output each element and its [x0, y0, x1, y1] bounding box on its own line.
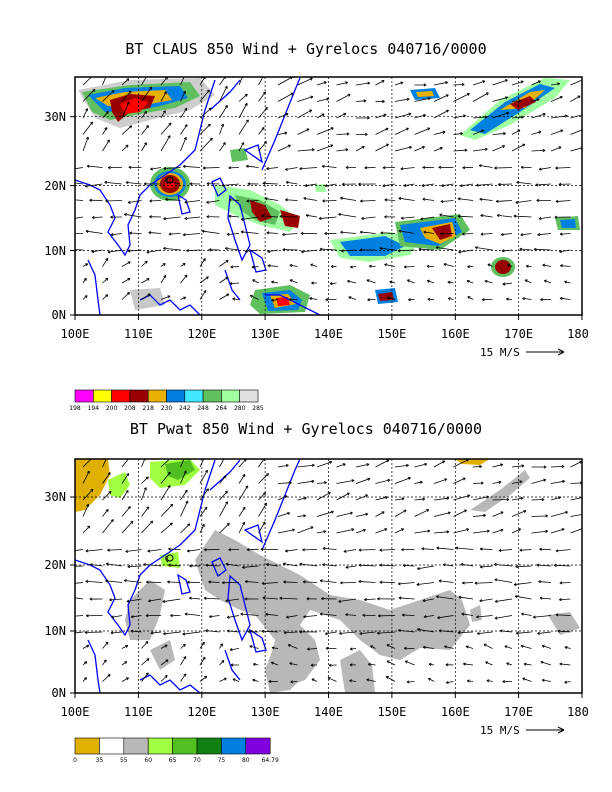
bottom-colorbar-swatch	[196, 737, 222, 755]
bottom-x-tick-160e: 160E	[441, 705, 470, 719]
bottom-x-tick-120e: 120E	[187, 705, 216, 719]
bottom-x-tick-110e: 110E	[124, 705, 153, 719]
bottom-storm-symbol	[165, 554, 174, 563]
bottom-y-tick-0n: 0N	[52, 686, 66, 700]
top-ref-vector-arrow	[526, 348, 565, 356]
top-colorbar-label: 194	[88, 405, 100, 412]
top-x-tick-150e: 150E	[377, 327, 406, 341]
bottom-x-tick-100e: 100E	[61, 705, 90, 719]
bottom-y-tick-30n: 30N	[44, 490, 66, 504]
top-colorbar-swatch	[184, 389, 204, 403]
bottom-ref-vector-label: 15 M/S	[480, 724, 520, 737]
top-colorbar-label: 218	[142, 405, 154, 412]
bottom-colorbar-label: 0	[73, 757, 77, 764]
bottom-colorbar-label: 35	[96, 757, 104, 764]
top-colorbar-swatch	[129, 389, 149, 403]
top-colorbar-swatch	[221, 389, 240, 403]
top-y-tick-10n: 10N	[44, 244, 66, 258]
bottom-wind-vectors	[75, 459, 582, 684]
bottom-y-tick-10n: 10N	[44, 624, 66, 638]
bottom-colorbar-label: 64.79	[262, 757, 279, 764]
top-colorbar-label: 285	[252, 405, 264, 412]
top-cloud-field	[78, 78, 580, 314]
top-ticks	[70, 116, 583, 320]
bottom-colorbar-swatch	[172, 737, 198, 755]
top-colorbar-label: 198	[69, 405, 81, 412]
top-colorbar-label: 230	[161, 405, 173, 412]
bottom-y-tick-20n: 20N	[44, 558, 66, 572]
bottom-colorbar-label: 70	[193, 757, 201, 764]
top-y-tick-0n: 0N	[52, 308, 66, 322]
top-colorbar-label: 242	[179, 405, 191, 412]
bottom-colorbar-label: 55	[120, 757, 128, 764]
panel-bottom-title: BT Pwat 850 Wind + Gyrelocs 040716/0000	[129, 420, 483, 438]
bottom-x-tick-180: 180	[567, 705, 589, 719]
bottom-colorbar-swatch	[221, 737, 247, 755]
bottom-colorbar-swatch	[99, 737, 125, 755]
bottom-colorbar-swatch	[147, 737, 173, 755]
bottom-colorbar: 0 35 55 60 65 70 75 80 64.79	[73, 737, 279, 764]
bottom-colorbar-swatch	[123, 737, 149, 755]
top-x-tick-120e: 120E	[187, 327, 216, 341]
top-x-tick-170e: 170E	[504, 327, 533, 341]
bottom-colorbar-label: 80	[242, 757, 250, 764]
top-colorbar-swatch	[93, 389, 112, 403]
top-x-tick-100e: 100E	[61, 327, 90, 341]
bottom-x-tick-130e: 130E	[251, 705, 280, 719]
bottom-map-panel: 30N 20N 10N 0N 100E 110E 120E 130E 140E …	[44, 458, 589, 737]
bottom-x-tick-170e: 170E	[504, 705, 533, 719]
top-x-tick-160e: 160E	[441, 327, 470, 341]
top-x-tick-110e: 110E	[124, 327, 153, 341]
top-ref-vector-label: 15 M/S	[480, 346, 520, 359]
top-colorbar-swatch	[239, 389, 259, 403]
bottom-x-tick-140e: 140E	[314, 705, 343, 719]
top-colorbar-swatch	[202, 389, 222, 403]
bottom-ticks	[70, 496, 583, 698]
top-colorbar-swatch	[74, 389, 94, 403]
top-colorbar-label: 280	[234, 405, 246, 412]
bottom-colorbar-label: 75	[218, 757, 226, 764]
top-wind-vectors	[75, 77, 582, 302]
bottom-x-tick-150e: 150E	[377, 705, 406, 719]
top-colorbar-swatch	[147, 389, 167, 403]
top-colorbar: 198 194 200 208 218 230 242 248 264 280 285	[69, 389, 264, 412]
panel-top-title: BT CLAUS 850 Wind + Gyrelocs 040716/0000	[125, 40, 487, 58]
top-x-tick-180: 180	[567, 327, 589, 341]
top-colorbar-label: 264	[216, 405, 228, 412]
bottom-coastlines	[75, 459, 301, 693]
bottom-colorbar-label: 65	[169, 757, 177, 764]
top-y-tick-20n: 20N	[44, 179, 66, 193]
bottom-colorbar-swatch	[74, 737, 100, 755]
bottom-colorbar-swatch	[245, 737, 271, 755]
bottom-pwat-field	[75, 459, 580, 693]
top-x-tick-130e: 130E	[251, 327, 280, 341]
top-colorbar-swatch	[111, 389, 131, 403]
top-map-panel: 30N 20N 10N 0N 100E 110E 120E 130E 140E …	[44, 76, 589, 359]
top-y-tick-30n: 30N	[44, 110, 66, 124]
bottom-ref-vector-arrow	[526, 726, 565, 734]
top-colorbar-label: 208	[124, 405, 136, 412]
top-colorbar-swatch	[166, 389, 186, 403]
top-colorbar-label: 200	[106, 405, 118, 412]
bottom-colorbar-label: 60	[144, 757, 152, 764]
top-colorbar-label: 248	[197, 405, 209, 412]
top-storm-symbol	[165, 176, 174, 185]
top-x-tick-140e: 140E	[314, 327, 343, 341]
